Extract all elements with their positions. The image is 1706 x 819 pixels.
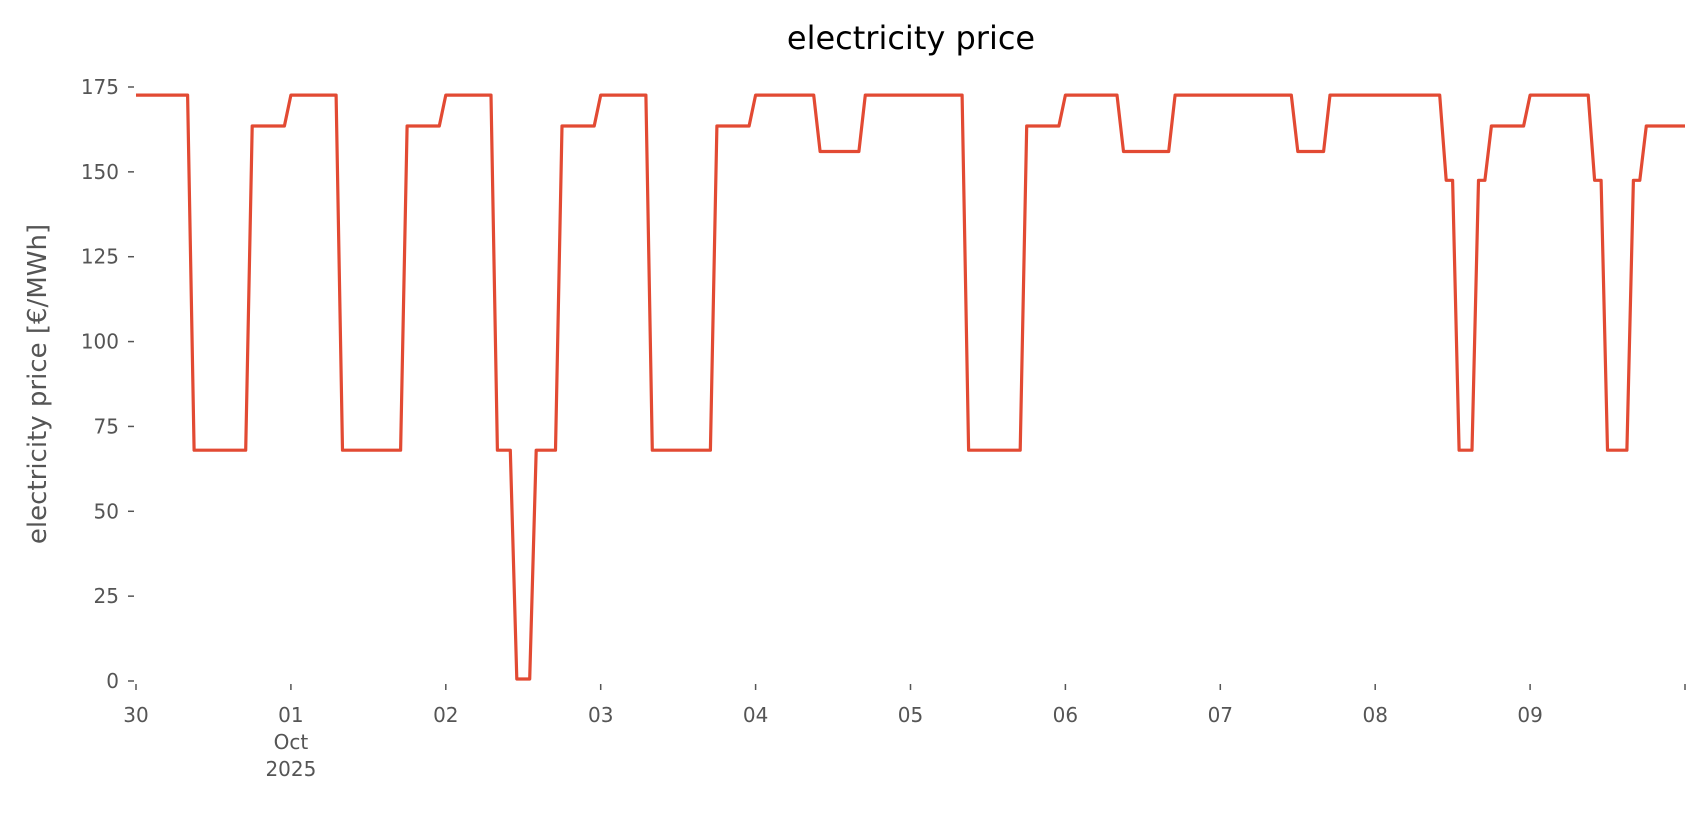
x-tick-label: Oct	[274, 730, 309, 754]
series-line	[136, 93, 1685, 681]
y-tick-label: 0	[106, 669, 119, 693]
y-tick-label: 25	[94, 584, 119, 608]
x-tick-label: 06	[1053, 703, 1078, 727]
x-tick-label: 07	[1208, 703, 1233, 727]
x-tick-label: 01	[278, 703, 303, 727]
x-axis: 30 01 Oct 2025 02 03 04 05 06 07 08 09	[123, 684, 1686, 781]
x-tick-label: 04	[743, 703, 768, 727]
x-tick-label: 30	[123, 703, 148, 727]
x-tick-label: 09	[1517, 703, 1542, 727]
y-tick-label: 100	[81, 330, 119, 354]
y-tick-label: 175	[81, 75, 119, 99]
chart-title: electricity price	[787, 19, 1035, 57]
x-tick-label: 08	[1362, 703, 1387, 727]
y-tick-label: 125	[81, 245, 119, 269]
x-tick-label: 02	[433, 703, 458, 727]
y-axis: 0 25 50 75 100 125 150 175	[81, 75, 134, 693]
y-tick-label: 50	[94, 499, 119, 523]
x-tick-label: 03	[588, 703, 613, 727]
y-axis-label: electricity price [€/MWh]	[23, 224, 53, 544]
x-tick-label: 2025	[265, 757, 316, 781]
y-tick-label: 150	[81, 160, 119, 184]
x-tick-label: 05	[898, 703, 923, 727]
y-tick-label: 75	[94, 414, 119, 438]
